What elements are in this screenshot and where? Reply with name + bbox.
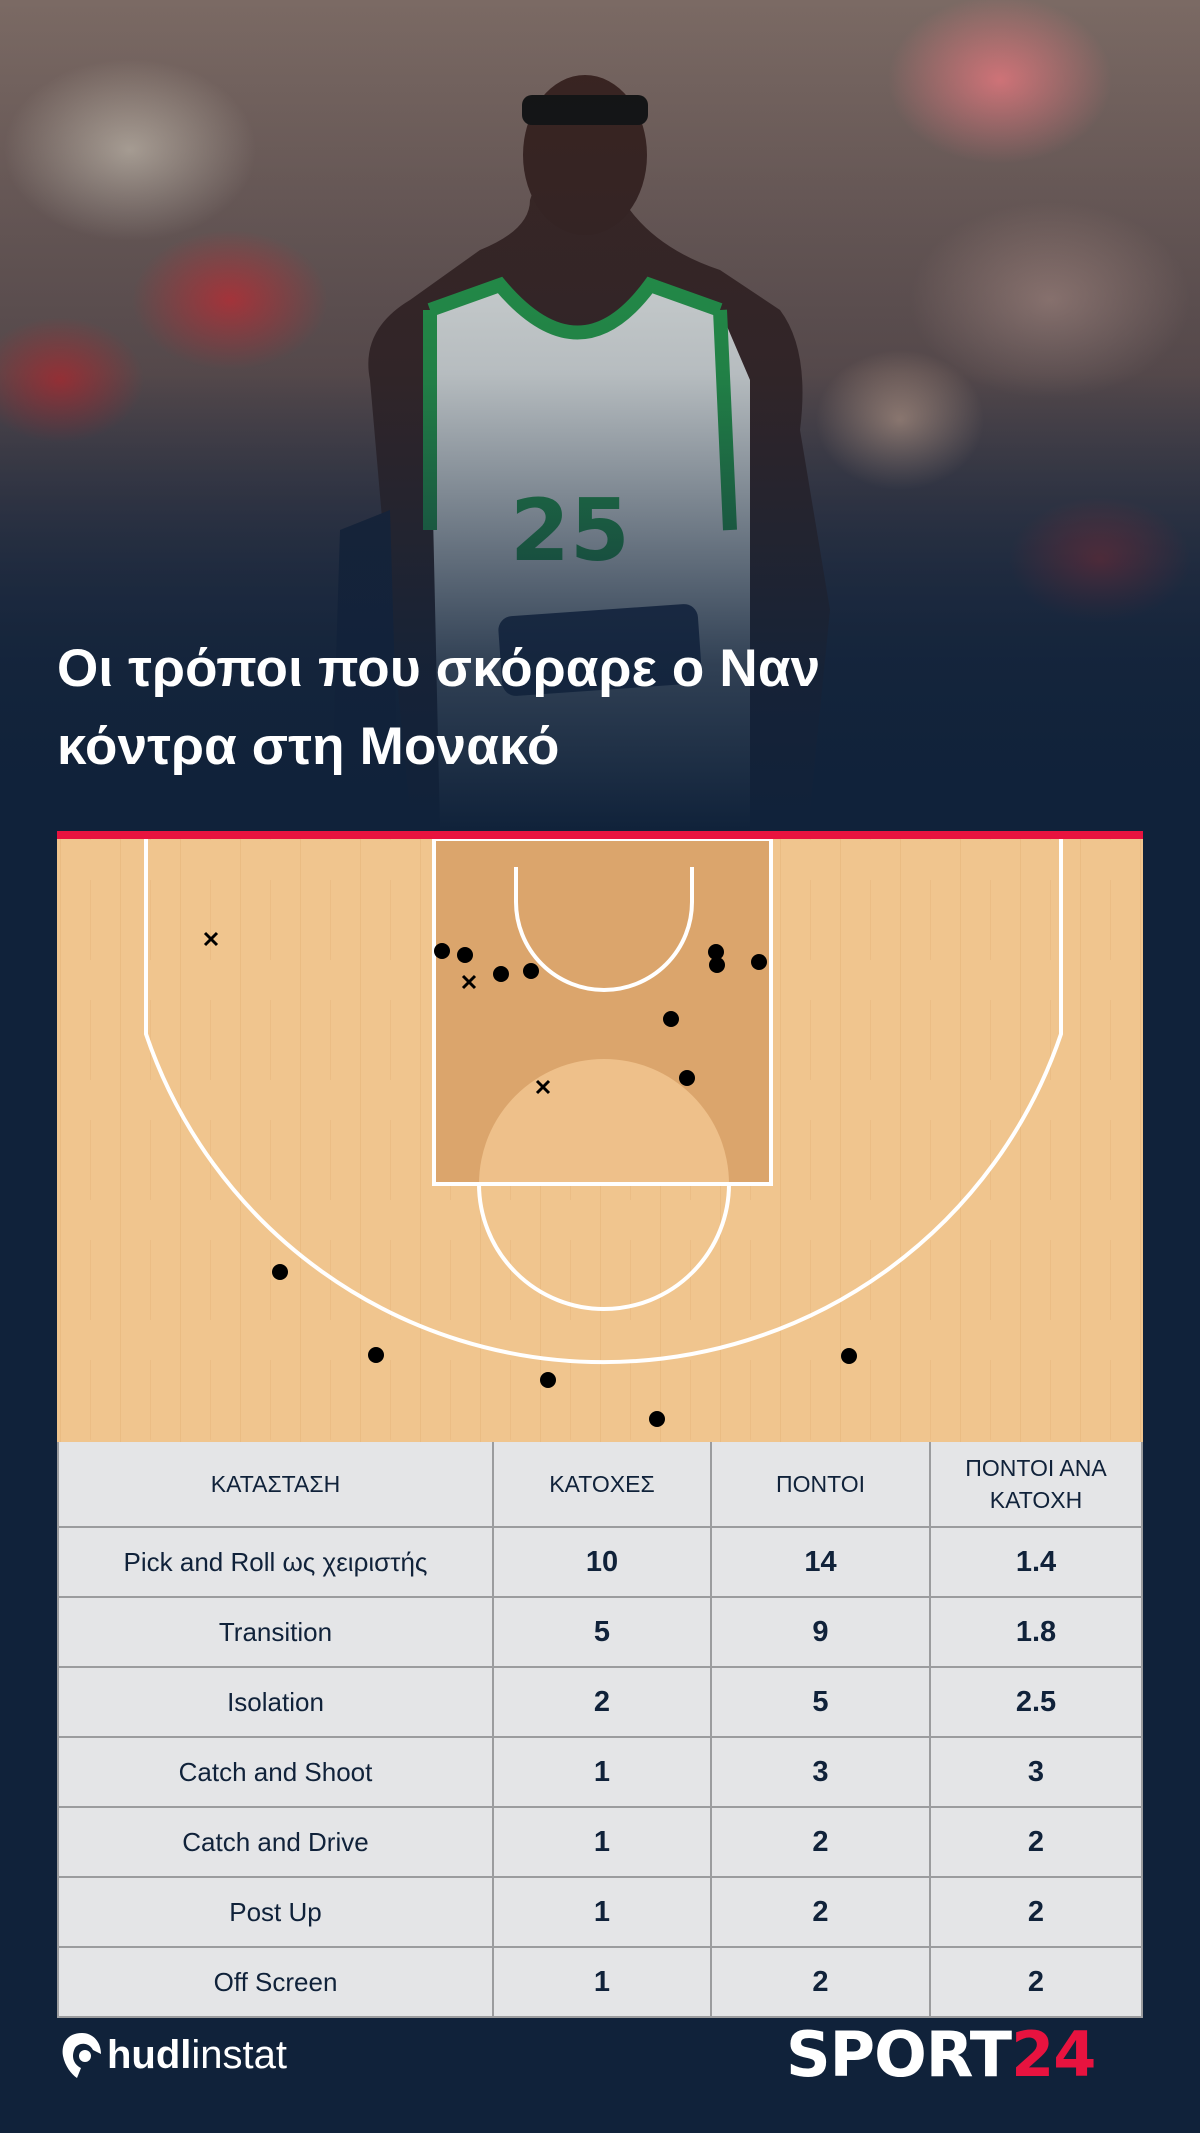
- cell-points-per-possession: 2: [929, 1806, 1143, 1878]
- paint-outline: [432, 839, 773, 1186]
- instat-text: instat: [191, 2032, 288, 2077]
- cell-situation: Catch and Drive: [57, 1806, 494, 1878]
- table-row: Transition 5 9 1.8: [57, 1596, 1143, 1668]
- cell-points-per-possession: 1.8: [929, 1596, 1143, 1668]
- free-throw-arc: [477, 1183, 731, 1311]
- table-header-row: ΚΑΤΑΣΤΑΣΗ ΚΑΤΟΧΕΣ ΠΟΝΤΟΙ ΠΟΝΤΟΙ ΑΝΑ ΚΑΤΟ…: [57, 1442, 1143, 1528]
- cell-possessions: 1: [492, 1736, 712, 1808]
- cell-situation: Post Up: [57, 1876, 494, 1948]
- col-header-situation: ΚΑΤΑΣΤΑΣΗ: [57, 1442, 494, 1528]
- missed-shot-marker: [461, 974, 477, 990]
- shots-layer: [203, 931, 857, 1427]
- cell-possessions: 1: [492, 1946, 712, 2018]
- col-header-possessions: ΚΑΤΟΧΕΣ: [492, 1442, 712, 1528]
- cell-possessions: 1: [492, 1876, 712, 1948]
- table-row: Catch and Drive 1 2 2: [57, 1806, 1143, 1878]
- made-shot-marker: [434, 943, 450, 959]
- cell-points-per-possession: 2.5: [929, 1666, 1143, 1738]
- cell-situation: Catch and Shoot: [57, 1736, 494, 1808]
- cell-situation: Pick and Roll ως χειριστής: [57, 1526, 494, 1598]
- shot-chart: [57, 839, 1143, 1442]
- cell-points: 9: [710, 1596, 931, 1668]
- made-shot-marker: [272, 1264, 288, 1280]
- made-shot-marker: [841, 1348, 857, 1364]
- cell-possessions: 2: [492, 1666, 712, 1738]
- made-shot-marker: [649, 1411, 665, 1427]
- missed-shot-marker: [535, 1079, 551, 1095]
- made-shot-marker: [368, 1347, 384, 1363]
- made-shot-marker: [751, 954, 767, 970]
- sport24-white: SPORT: [786, 2018, 1012, 2091]
- cell-possessions: 1: [492, 1806, 712, 1878]
- cell-points: 14: [710, 1526, 931, 1598]
- page-title: Οι τρόποι που σκόραρε ο Ναν κόντρα στη Μ…: [57, 630, 1057, 786]
- cell-situation: Isolation: [57, 1666, 494, 1738]
- title-line-1: Οι τρόποι που σκόραρε ο Ναν: [57, 639, 821, 698]
- cell-points-per-possession: 2: [929, 1946, 1143, 2018]
- made-shot-marker: [708, 944, 724, 960]
- cell-situation: Transition: [57, 1596, 494, 1668]
- hudl-instat-logo: hudl instat: [57, 2030, 287, 2080]
- table-row: Post Up 1 2 2: [57, 1876, 1143, 1948]
- made-shot-marker: [493, 966, 509, 982]
- table-row: Isolation 2 5 2.5: [57, 1666, 1143, 1738]
- sport24-logo: SPORT24: [786, 2018, 1096, 2091]
- made-shot-marker: [663, 1011, 679, 1027]
- sport24-red: 24: [1011, 2018, 1096, 2091]
- cell-possessions: 10: [492, 1526, 712, 1598]
- made-shot-marker: [709, 957, 725, 973]
- col-header-points: ΠΟΝΤΟΙ: [710, 1442, 931, 1528]
- made-shot-marker: [679, 1070, 695, 1086]
- three-point-line: [144, 839, 1063, 1365]
- cell-points-per-possession: 3: [929, 1736, 1143, 1808]
- cell-points: 2: [710, 1946, 931, 2018]
- table-row: Catch and Shoot 1 3 3: [57, 1736, 1143, 1808]
- made-shot-marker: [457, 947, 473, 963]
- hudl-text: hudl: [107, 2032, 192, 2077]
- cell-situation: Off Screen: [57, 1946, 494, 2018]
- table-row: Off Screen 1 2 2: [57, 1946, 1143, 2018]
- hudl-logo-icon: [62, 2033, 101, 2078]
- hero-photo: 25: [0, 0, 1200, 830]
- made-shot-marker: [523, 963, 539, 979]
- cell-points-per-possession: 1.4: [929, 1526, 1143, 1598]
- restricted-arc: [514, 867, 694, 992]
- made-shot-marker: [540, 1372, 556, 1388]
- table-row: Pick and Roll ως χειριστής 10 14 1.4: [57, 1526, 1143, 1598]
- cell-points: 2: [710, 1806, 931, 1878]
- accent-bar: [57, 831, 1143, 839]
- cell-points: 2: [710, 1876, 931, 1948]
- cell-points: 5: [710, 1666, 931, 1738]
- cell-points: 3: [710, 1736, 931, 1808]
- cell-possessions: 5: [492, 1596, 712, 1668]
- col-header-points-per-possession: ΠΟΝΤΟΙ ΑΝΑ ΚΑΤΟΧΗ: [929, 1442, 1143, 1528]
- missed-shot-marker: [203, 931, 219, 947]
- play-type-table: ΚΑΤΑΣΤΑΣΗ ΚΑΤΟΧΕΣ ΠΟΝΤΟΙ ΠΟΝΤΟΙ ΑΝΑ ΚΑΤΟ…: [57, 1442, 1143, 2018]
- cell-points-per-possession: 2: [929, 1876, 1143, 1948]
- title-line-2: κόντρα στη Μονακό: [57, 717, 560, 776]
